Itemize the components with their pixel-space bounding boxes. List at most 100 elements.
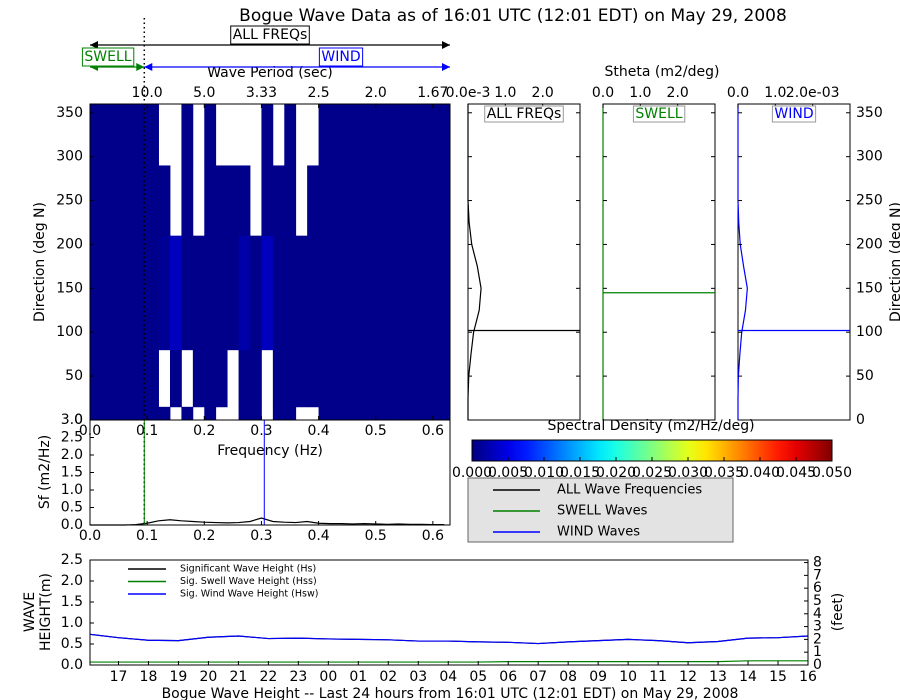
x-tick-label: 00 — [319, 669, 337, 685]
colorbar-tick-label: 0.005 — [488, 465, 528, 481]
y-tick-label: 250 — [56, 193, 83, 209]
heatmap-cell — [215, 349, 228, 408]
x-tick-label: 0.0 — [592, 85, 614, 101]
x-tick-label: 0.2 — [193, 423, 215, 439]
y-tick-label: 200 — [856, 236, 883, 252]
heatmap-cell — [227, 235, 239, 351]
heatmap-cell — [375, 406, 388, 421]
heatmap-cell — [341, 165, 354, 237]
y-tick-label: 350 — [856, 105, 883, 121]
heatmap-cell — [318, 406, 331, 421]
heatmap-cell — [101, 104, 114, 166]
colorbar-tick-label: 0.045 — [776, 465, 816, 481]
x-axis-label: Frequency (Hz) — [217, 443, 323, 459]
heatmap-cell — [170, 349, 182, 408]
y-tick-label: 150 — [856, 280, 883, 296]
heatmap-cell — [341, 349, 354, 408]
panel-frame — [602, 103, 716, 421]
x-tick-label: 0.3 — [250, 423, 272, 439]
heatmap-cell — [181, 235, 194, 351]
heatmap-cell — [307, 235, 319, 351]
heatmap-cell — [364, 165, 377, 237]
heatmap-cell — [135, 235, 148, 351]
heatmap-cell — [330, 165, 342, 237]
y2-axis-label: (feet) — [830, 593, 846, 632]
heatmap-cell — [124, 104, 137, 166]
heatmap-cell — [112, 349, 125, 408]
heatmap-cell — [295, 235, 308, 351]
heatmap-cell — [410, 104, 422, 166]
heatmap-cell — [352, 406, 365, 421]
y-tick-label: 2.5 — [61, 552, 83, 568]
all-label: ALL FREQs — [233, 27, 308, 43]
heatmap-cell — [204, 406, 217, 421]
x-tick-label: 1.0 — [629, 85, 651, 101]
x-tick-label: 0.5 — [365, 528, 387, 544]
heatmap-cell — [352, 104, 365, 166]
heatmap-cell — [421, 235, 434, 351]
heatmap-cell — [101, 349, 114, 408]
y-tick-label: 100 — [856, 324, 883, 340]
y-tick-label: 300 — [856, 149, 883, 165]
heatmap-cell — [272, 235, 285, 351]
x-tick-label: 16 — [799, 669, 817, 685]
x-tick-label: 0.0 — [79, 528, 101, 544]
y-tick-label: 1.5 — [61, 594, 83, 610]
heatmap-cell — [124, 406, 137, 421]
heatmap-cell — [330, 349, 342, 408]
y2-tick-label: 0 — [813, 657, 822, 673]
x-axis-label: Bogue Wave Height -- Last 24 hours from … — [162, 686, 739, 700]
heatmap-cell — [181, 406, 194, 421]
heatmap-cell — [147, 349, 159, 408]
all-arrow-head — [90, 41, 98, 49]
heatmap-cell — [398, 406, 411, 421]
heatmap-cell — [204, 104, 217, 166]
y-tick-label: 1.0 — [61, 615, 83, 631]
y2-tick-label: 8 — [813, 555, 822, 571]
heatmap-cell — [432, 165, 451, 237]
heatmap-cell — [398, 165, 411, 237]
y-tick-label: 3.0 — [61, 412, 83, 428]
wind-label-box — [318, 47, 364, 67]
heatmap-cell — [181, 104, 194, 166]
heatmap-cell — [158, 165, 171, 237]
heatmap-cell — [90, 104, 102, 166]
profile-line — [467, 104, 482, 420]
wind-arrow-head — [442, 63, 450, 71]
heatmap-cell — [135, 349, 148, 408]
y2-tick-label: 7 — [813, 567, 822, 583]
heatmap-cell — [364, 349, 377, 408]
x-tick-label: 03 — [409, 669, 427, 685]
y-tick-label: 0.5 — [61, 636, 83, 652]
heatmap-cell — [398, 235, 411, 351]
heatmap-cell — [238, 406, 251, 421]
y-tick-label: 1.0 — [61, 482, 83, 498]
heatmap-cell — [295, 349, 308, 408]
x-tick-label: 09 — [589, 669, 607, 685]
y-tick-label: 150 — [56, 280, 83, 296]
x-tick-label: 2.0 — [667, 85, 689, 101]
colorbar-tick-label: 0.035 — [704, 465, 744, 481]
y-tick-label: 0.0 — [61, 517, 83, 533]
y-tick-label: 250 — [856, 193, 883, 209]
x-tick-label: 1.0 — [764, 85, 786, 101]
y2-tick-label: 5 — [813, 593, 822, 609]
heatmap-cell — [90, 235, 102, 351]
heatmap-cell — [387, 235, 399, 351]
heatmap-cell — [112, 406, 125, 421]
heatmap-cell — [375, 235, 388, 351]
heatmap-cell — [398, 104, 411, 166]
heatmap-cell — [364, 406, 377, 421]
x-tick-label: 04 — [439, 669, 457, 685]
x-tick-label: 10 — [619, 669, 637, 685]
x-tick-label: 11 — [649, 669, 667, 685]
heatmap-cell — [432, 235, 451, 351]
x-tick-label: 05 — [469, 669, 487, 685]
x-tick-label: 0.4 — [307, 528, 329, 544]
x-tick-label: 02 — [379, 669, 397, 685]
heatmap-cell — [352, 235, 365, 351]
profile-line — [737, 104, 748, 420]
y-tick-label: 200 — [56, 236, 83, 252]
x-tick-label: 21 — [229, 669, 247, 685]
heatmap-cell — [364, 235, 377, 351]
